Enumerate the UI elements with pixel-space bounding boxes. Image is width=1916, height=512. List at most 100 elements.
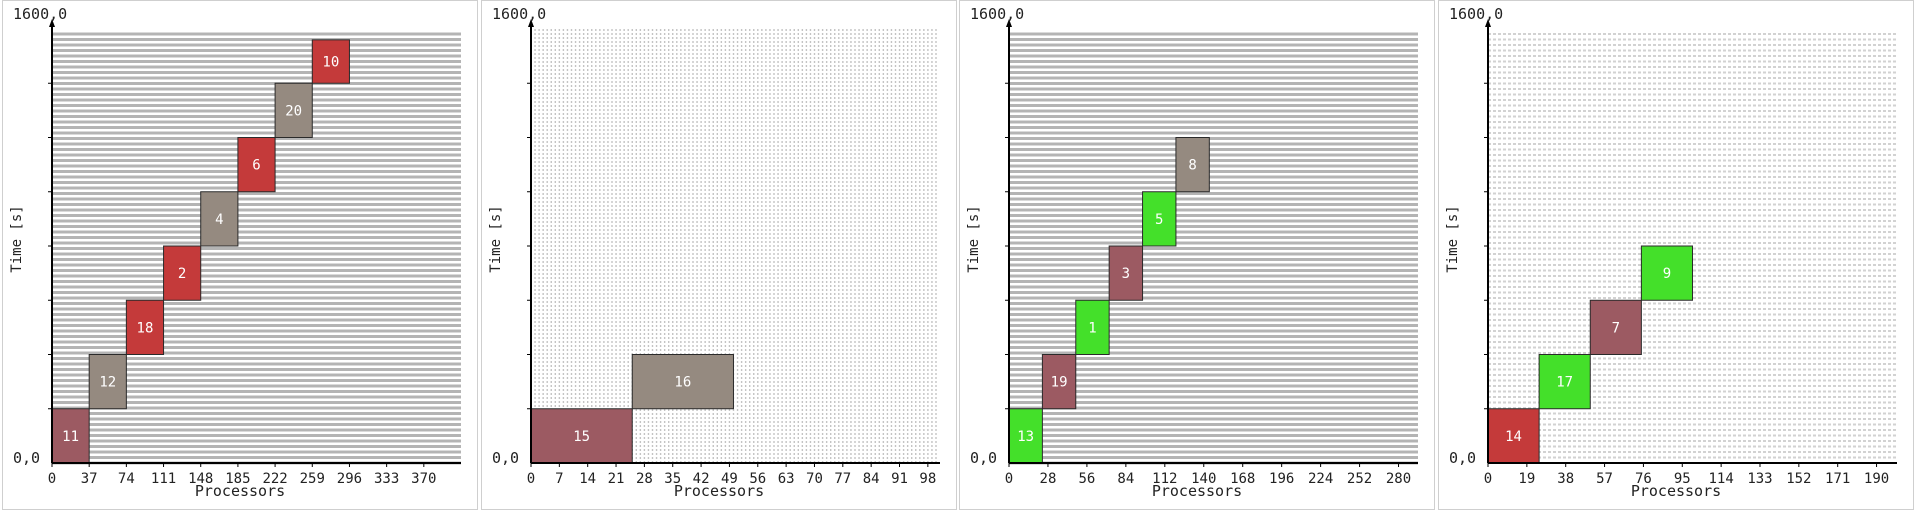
x-tick-label: 98 [919, 471, 936, 487]
x-tick-label: 28 [636, 471, 653, 487]
x-tick-label: 74 [118, 471, 135, 487]
x-tick-label: 111 [151, 471, 176, 487]
x-tick-label: 19 [1518, 471, 1535, 487]
x-tick-label: 49 [721, 471, 738, 487]
x-tick-label: 114 [1708, 471, 1733, 487]
task-bar [1041, 354, 1077, 410]
task-label: 14 [1505, 429, 1522, 445]
task-bar [530, 408, 633, 464]
x-tick-label: 185 [225, 471, 250, 487]
task-bar [1142, 191, 1177, 247]
task-label: 8 [1188, 158, 1196, 174]
task-label: 1 [1088, 320, 1096, 336]
y-axis-min-label: 0,0 [970, 449, 998, 467]
x-tick-label: 168 [1230, 471, 1255, 487]
task-label: 20 [285, 103, 302, 119]
x-tick-label: 35 [664, 471, 681, 487]
y-axis-max-label: 1600,0 [13, 5, 68, 23]
y-axis-title: Time [s] [488, 205, 504, 273]
task-bar [1175, 137, 1210, 193]
x-tick-label: 140 [1191, 471, 1216, 487]
y-axis-min-label: 0,0 [13, 449, 41, 467]
task-label: 3 [1122, 266, 1130, 282]
task-label: 6 [252, 158, 260, 174]
x-tick-label: 95 [1674, 471, 1691, 487]
y-axis-max-label: 1600,0 [492, 5, 547, 23]
x-tick-label: 222 [262, 471, 287, 487]
x-tick-label: 21 [608, 471, 625, 487]
task-label: 10 [322, 55, 339, 71]
x-tick-label: 171 [1825, 471, 1850, 487]
x-tick-label: 38 [1557, 471, 1574, 487]
y-axis-min-label: 0,0 [492, 449, 520, 467]
task-label: 5 [1155, 212, 1163, 228]
x-axis-title: Processors [1630, 482, 1722, 500]
task-label: 15 [573, 429, 590, 445]
task-bar [1075, 299, 1110, 355]
task-bar [1589, 299, 1642, 355]
task-bar [1640, 245, 1693, 301]
task-label: 12 [99, 375, 116, 391]
task-bar [200, 191, 239, 247]
x-tick-label: 296 [337, 471, 362, 487]
x-tick-label: 63 [778, 471, 795, 487]
chart-plot: 15 16 0 7 14 21 28 35 42 49 56 63 70 77 84 91 98 [527, 19, 940, 487]
task-label: 4 [215, 212, 223, 228]
x-tick-label: 259 [300, 471, 325, 487]
task-label: 13 [1017, 429, 1034, 445]
x-tick-label: 152 [1786, 471, 1811, 487]
task-bar [311, 39, 350, 84]
task-bar [88, 354, 127, 410]
gantt-chart-panel: 14 17 7 9 0 19 38 57 76 95 114 133 152 171 190 1600,0 0,… [1438, 0, 1914, 510]
x-tick-label: 148 [188, 471, 213, 487]
x-tick-label: 112 [1152, 471, 1177, 487]
x-tick-label: 84 [863, 471, 880, 487]
x-tick-label: 280 [1386, 471, 1411, 487]
task-bar [125, 299, 165, 355]
y-axis-arrow [1006, 19, 1012, 27]
task-bar [1487, 408, 1540, 464]
x-tick-label: 42 [693, 471, 710, 487]
x-axis-title: Processors [1151, 482, 1243, 500]
y-axis-min-label: 0,0 [1449, 449, 1477, 467]
x-tick-label: 76 [1635, 471, 1652, 487]
task-label: 2 [178, 266, 186, 282]
y-axis-title: Time [s] [9, 205, 25, 273]
x-tick-label: 84 [1117, 471, 1134, 487]
task-bar [631, 354, 734, 410]
x-tick-label: 0 [48, 471, 56, 487]
x-tick-label: 77 [834, 471, 851, 487]
x-tick-label: 14 [579, 471, 596, 487]
task-label: 16 [674, 375, 691, 391]
y-axis-max-label: 1600,0 [970, 5, 1025, 23]
x-tick-label: 70 [806, 471, 823, 487]
x-tick-label: 333 [374, 471, 399, 487]
x-tick-label: 0 [1484, 471, 1492, 487]
y-axis-title: Time [s] [966, 205, 982, 273]
task-label: 9 [1663, 266, 1671, 282]
x-tick-label: 7 [555, 471, 563, 487]
task-bar [51, 408, 90, 464]
x-tick-label: 370 [411, 471, 436, 487]
y-axis-arrow [1485, 19, 1491, 27]
x-tick-label: 0 [1005, 471, 1013, 487]
gantt-chart-panel: 13 19 1 3 5 8 0 28 56 84 112 140 168 196 224 252 280 1600… [959, 0, 1435, 510]
task-label: 7 [1612, 320, 1620, 336]
x-tick-label: 28 [1040, 471, 1057, 487]
x-axis-title: Processors [673, 482, 765, 500]
x-tick-label: 190 [1864, 471, 1889, 487]
task-label: 17 [1556, 375, 1573, 391]
task-bar [163, 245, 202, 301]
x-tick-label: 57 [1596, 471, 1613, 487]
task-bar [1538, 354, 1591, 410]
x-tick-label: 224 [1308, 471, 1333, 487]
task-bar [1108, 245, 1144, 301]
x-tick-label: 0 [527, 471, 535, 487]
task-label: 19 [1051, 375, 1068, 391]
task-label: 18 [137, 320, 154, 336]
y-axis-arrow [49, 19, 55, 27]
task-bar [274, 82, 313, 138]
x-tick-label: 252 [1347, 471, 1372, 487]
